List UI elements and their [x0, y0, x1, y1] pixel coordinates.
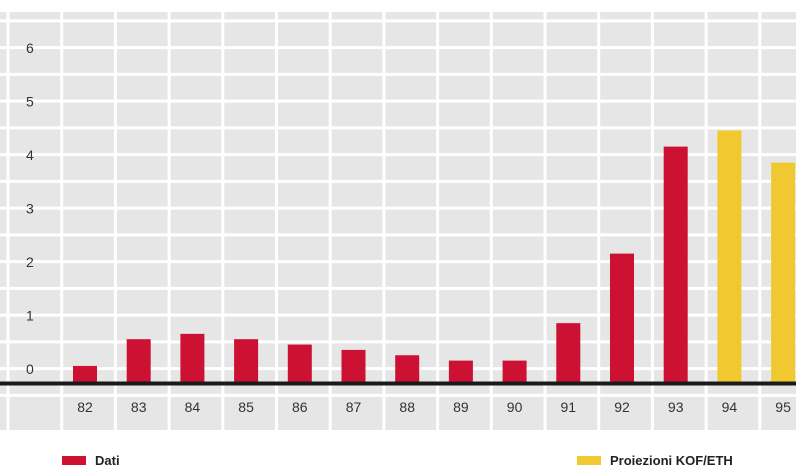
bar-dati-92 [610, 253, 634, 382]
legend-swatch-proiezioni [577, 455, 601, 465]
bar-proiezioni-95 [771, 162, 796, 382]
x-tick-label: 86 [292, 399, 308, 415]
legend-swatch-dati [62, 455, 86, 465]
x-tick-label: 94 [722, 399, 738, 415]
bar-dati-89 [448, 360, 473, 382]
x-tick-label: 91 [561, 399, 577, 415]
legend-item-dati: Dati [62, 452, 120, 468]
y-tick-label: 2 [26, 254, 34, 270]
legend-label-dati: Dati [95, 452, 120, 468]
x-tick-label: 88 [399, 399, 415, 415]
x-tick-labels: 82 83 84 85 86 87 88 89 90 91 92 93 94 95 [77, 399, 791, 415]
bar-dati-93 [663, 146, 688, 382]
x-tick-label: 82 [77, 399, 93, 415]
x-tick-label: 83 [131, 399, 147, 415]
bar-dati-83 [126, 339, 151, 382]
legend-item-proiezioni: Proiezioni KOF/ETH [577, 452, 733, 468]
bar-dati-86 [287, 344, 312, 382]
bar-dati-84 [180, 333, 205, 382]
x-tick-label: 90 [507, 399, 523, 415]
legend-label-proiezioni: Proiezioni KOF/ETH [610, 452, 733, 468]
bar-dati-91 [556, 323, 581, 382]
bar-dati-87 [341, 349, 366, 382]
x-tick-label: 92 [614, 399, 630, 415]
y-tick-label: 1 [26, 308, 34, 324]
bar-dati-82 [73, 365, 97, 382]
y-tick-labels: 0 1 2 3 4 5 6 [26, 40, 34, 377]
y-tick-label: 4 [26, 147, 34, 163]
bar-dati-88 [395, 355, 420, 382]
x-tick-label: 95 [775, 399, 791, 415]
x-tick-label: 84 [185, 399, 201, 415]
y-tick-label: 0 [26, 361, 34, 377]
bar-dati-85 [234, 339, 259, 382]
x-tick-label: 89 [453, 399, 469, 415]
bars [73, 130, 796, 382]
x-tick-label: 87 [346, 399, 362, 415]
x-tick-label: 93 [668, 399, 684, 415]
y-tick-label: 6 [26, 40, 34, 56]
bar-proiezioni-94 [717, 130, 742, 382]
x-tick-label: 85 [238, 399, 254, 415]
y-tick-label: 3 [26, 201, 34, 217]
bar-dati-90 [502, 360, 527, 382]
y-tick-label: 5 [26, 94, 34, 110]
